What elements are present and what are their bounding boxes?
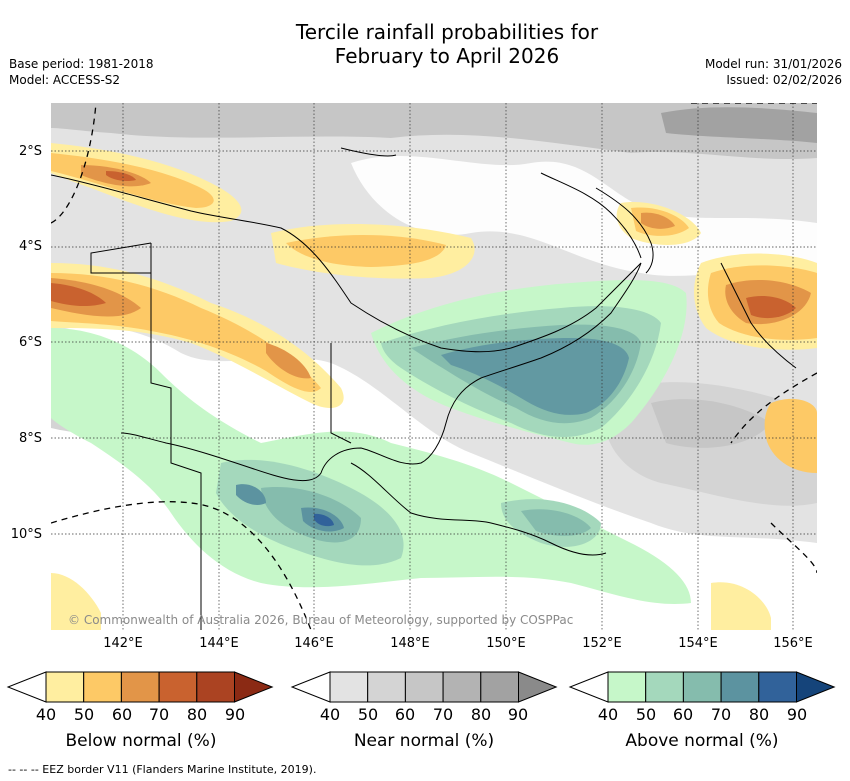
above-normal-60-east-tip [521,509,591,536]
cb0-tick-40: 40 [35,705,57,724]
lon-label-150e: 150°E [486,636,526,651]
colorbar-segment-50 [367,671,406,703]
colorbar-segment-40 [607,671,647,703]
colorbar-below-normal [6,671,274,703]
cb2-tick-60: 60 [672,705,694,724]
cb2-tick-70: 70 [710,705,732,724]
colorbar-segment-40 [329,671,369,703]
above-normal-70-w [236,484,266,506]
colorbars [6,671,836,703]
near-normal-80-north [661,107,817,143]
model-name: Model: ACCESS-S2 [9,73,121,87]
lon-label-144e: 144°E [199,636,239,651]
eez-borders [51,103,817,630]
lat-label-8s: 8°S [18,431,42,446]
lat-label-2s: 2°S [18,144,42,159]
colorbar-near-normal [290,671,558,703]
below-normal-60-new-ireland [641,212,675,229]
title-line-2: February to April 2026 [334,44,560,68]
below-normal-70-east [746,296,796,319]
map-title: Tercile rainfall probabilities for Febru… [0,20,850,68]
cb0-tick-70: 70 [148,705,170,724]
colorbar-low-extension [290,671,331,703]
cb2-tick-50: 50 [635,705,657,724]
near-normal-60-east [651,399,771,448]
cb2-tick-40: 40 [597,705,619,724]
lon-label-154e: 154°E [678,636,718,651]
lon-label-156e: 156°E [773,636,813,651]
colorbar-segment-70 [158,671,198,703]
issued-date: Issued: 02/02/2026 [726,73,842,87]
cb0-tick-80: 80 [186,705,208,724]
lat-label-10s: 10°S [10,527,42,542]
probability-map [51,103,817,630]
cb0-label: Below normal (%) [65,731,217,751]
lat-label-4s: 4°S [18,239,42,254]
below-normal-40-sw [51,573,101,630]
cb0-tick-90: 90 [224,705,246,724]
colorbar-segment-70 [442,671,482,703]
colorbar-segment-70 [720,671,760,703]
above-normal-70 [441,338,629,415]
colorbar-low-extension [568,671,609,703]
colorbar-segment-90 [796,671,836,703]
colorbar-segment-60 [682,671,722,703]
lon-label-152e: 152°E [582,636,622,651]
below-normal-60-highlands-east [266,343,311,379]
below-normal-70-nw [106,171,136,182]
grid-lines [51,103,817,630]
cb2-tick-80: 80 [748,705,770,724]
base-period: Base period: 1981-2018 [9,57,154,71]
copyright-notice: © Commonwealth of Australia 2026, Bureau… [68,613,574,627]
lon-label-142e: 142°E [103,636,143,651]
colorbar-segment-50 [645,671,684,703]
cb1-tick-50: 50 [357,705,379,724]
colorbar-low-extension [6,671,47,703]
colorbar-segment-50 [83,671,122,703]
colorbar-segment-60 [120,671,160,703]
neutral-area-north [351,155,817,276]
meta-left: Base period: 1981-2018 Model: ACCESS-S2 [9,56,154,88]
lat-label-6s: 6°S [18,335,42,350]
below-normal-50-se [764,398,817,473]
below-normal-40-south [711,582,771,630]
eez-footnote: -- -- -- EEZ border V11 (Flanders Marine… [8,763,317,776]
colorbar-above-normal [568,671,836,703]
cb1-label: Near normal (%) [353,731,495,751]
title-line-1: Tercile rainfall probabilities for [295,20,599,44]
cb0-tick-60: 60 [111,705,133,724]
colorbar-segment-80 [480,671,520,703]
cb0-tick-50: 50 [73,705,95,724]
cb1-tick-80: 80 [470,705,492,724]
near-normal-60-north [51,103,817,160]
cb2-label: Above normal (%) [625,731,779,751]
cb2-tick-90: 90 [786,705,808,724]
lon-label-148e: 148°E [390,636,430,651]
below-normal-50-north-coast [286,234,446,267]
borders [150,243,352,630]
colorbar-segment-90 [518,671,558,703]
colorbar-segment-40 [45,671,85,703]
cb1-tick-60: 60 [394,705,416,724]
cb1-tick-70: 70 [432,705,454,724]
colorbar-segment-80 [196,671,236,703]
colorbar-segment-60 [404,671,444,703]
model-run: Model run: 31/01/2026 [704,57,842,71]
below-normal-70-highlands [51,283,106,307]
cb1-tick-40: 40 [319,705,341,724]
lon-label-146e: 146°E [294,636,334,651]
cb1-tick-90: 90 [507,705,529,724]
colorbar-segment-80 [758,671,798,703]
above-normal-80-sw [314,513,334,527]
colorbar-segment-90 [234,671,274,703]
meta-right: Model run: 31/01/2026 Issued: 02/02/2026 [705,56,842,88]
